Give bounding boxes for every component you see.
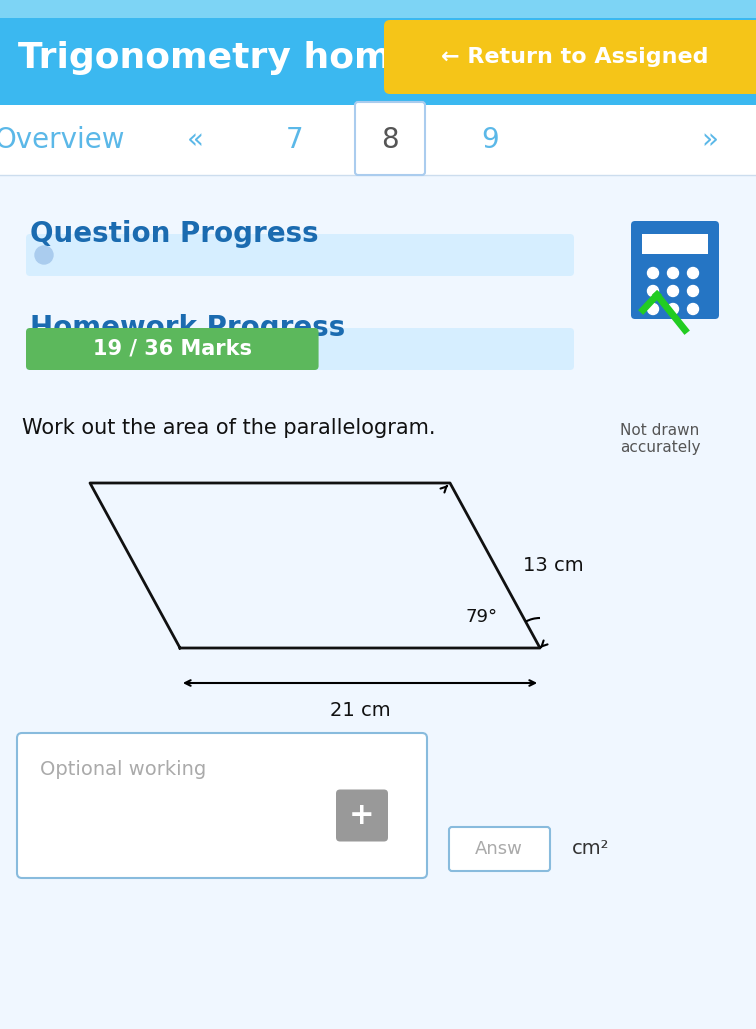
- Circle shape: [35, 246, 53, 264]
- Text: »: »: [702, 126, 718, 154]
- FancyBboxPatch shape: [336, 789, 388, 842]
- Circle shape: [668, 268, 678, 279]
- Text: 21 cm: 21 cm: [330, 701, 390, 720]
- FancyBboxPatch shape: [384, 20, 756, 94]
- FancyBboxPatch shape: [26, 234, 574, 276]
- Text: Homework Progress: Homework Progress: [30, 314, 345, 342]
- Text: 9: 9: [481, 126, 499, 154]
- Text: Optional working: Optional working: [40, 760, 206, 779]
- Text: 79°: 79°: [466, 608, 498, 626]
- Text: Work out the area of the parallelogram.: Work out the area of the parallelogram.: [22, 418, 435, 438]
- Text: 7: 7: [287, 126, 304, 154]
- Text: «: «: [187, 126, 203, 154]
- FancyBboxPatch shape: [17, 733, 427, 878]
- Text: Not drawn
accurately: Not drawn accurately: [620, 423, 700, 456]
- Text: cm²: cm²: [572, 840, 609, 858]
- FancyBboxPatch shape: [449, 827, 550, 871]
- Text: Answ: Answ: [475, 840, 523, 858]
- Circle shape: [647, 304, 658, 315]
- Text: ← Return to Assigned: ← Return to Assigned: [442, 47, 709, 67]
- Text: 8: 8: [381, 126, 399, 154]
- FancyBboxPatch shape: [26, 328, 574, 370]
- Bar: [0, 105, 756, 175]
- Circle shape: [687, 268, 699, 279]
- FancyBboxPatch shape: [26, 328, 318, 370]
- Bar: [0, 0, 756, 17]
- Circle shape: [668, 285, 678, 296]
- Text: Question Progress: Question Progress: [30, 220, 318, 248]
- FancyBboxPatch shape: [631, 221, 719, 319]
- FancyBboxPatch shape: [0, 0, 756, 105]
- Circle shape: [647, 285, 658, 296]
- Circle shape: [647, 268, 658, 279]
- Text: 19 / 36 Marks: 19 / 36 Marks: [93, 339, 252, 359]
- FancyBboxPatch shape: [642, 234, 708, 254]
- FancyBboxPatch shape: [355, 102, 425, 175]
- Circle shape: [687, 285, 699, 296]
- Circle shape: [668, 304, 678, 315]
- Text: Trigonometry hom: Trigonometry hom: [18, 41, 392, 75]
- Circle shape: [687, 304, 699, 315]
- Text: Overview: Overview: [0, 126, 125, 154]
- Text: +: +: [349, 801, 375, 830]
- Text: 13 cm: 13 cm: [523, 556, 584, 575]
